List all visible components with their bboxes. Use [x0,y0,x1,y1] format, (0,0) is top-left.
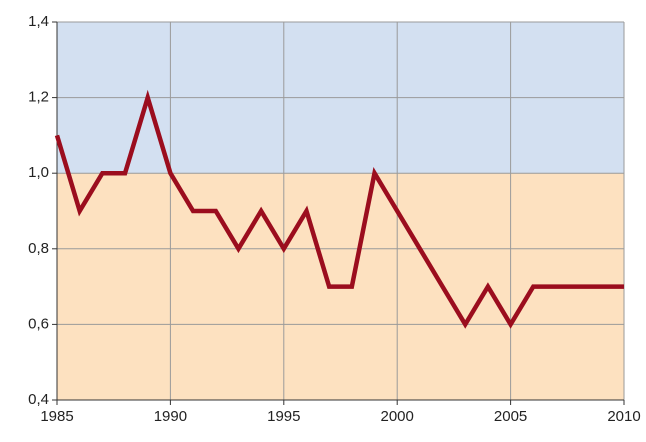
x-tick-label: 1990 [154,408,187,425]
y-tick-label: 1,0 [28,164,49,181]
y-tick-label: 1,4 [28,13,49,30]
y-tick-label: 0,4 [28,391,49,408]
y-tick-label: 1,2 [28,89,49,106]
y-tick-label: 0,8 [28,240,49,257]
x-tick-label: 1985 [40,408,73,425]
x-tick-label: 2010 [607,408,640,425]
data-line [54,89,624,329]
x-tick-label: 2005 [494,408,527,425]
x-tick-label: 1995 [267,408,300,425]
y-tick-label: 0,6 [28,315,49,332]
x-tick-label: 2000 [381,408,414,425]
